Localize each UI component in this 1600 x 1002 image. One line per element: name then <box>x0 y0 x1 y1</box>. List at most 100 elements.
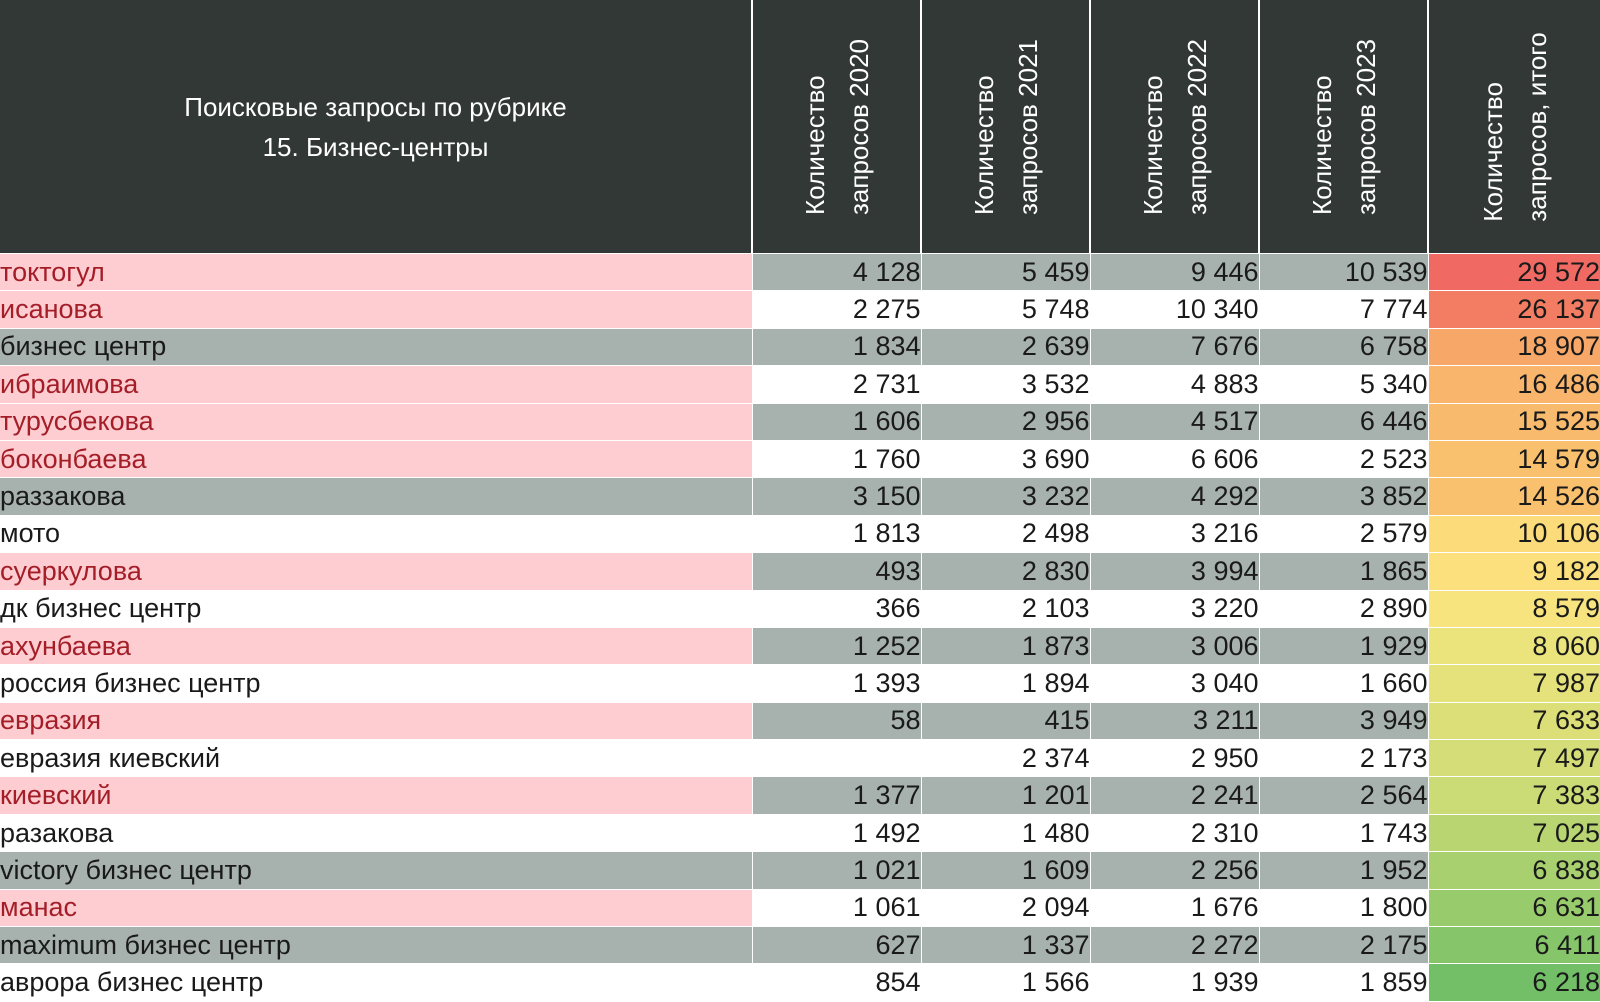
value-cell-2021: 1 566 <box>920 963 1090 1002</box>
value-cell-2020: 1 021 <box>751 851 921 890</box>
value-cell-2022: 7 676 <box>1089 327 1259 367</box>
table-row: аврора бизнес центр 854 1 566 1 939 1 859 6 2… <box>0 963 1600 1002</box>
table-row: турусбекова 1 606 2 956 4 517 6 446 15 525 <box>0 402 1600 441</box>
value-cell-2020: 1 834 <box>751 327 921 367</box>
table-row: киевский 1 377 1 201 2 241 2 564 7 383 <box>0 776 1600 815</box>
value-cell-2023: 1 743 <box>1258 813 1428 853</box>
total-cell: 7 383 <box>1427 776 1600 815</box>
value-cell-2022: 4 292 <box>1089 477 1259 516</box>
value-cell-2020: 3 150 <box>751 477 921 516</box>
row-name-cell: бизнес центр <box>0 327 752 367</box>
value-cell-2023: 3 852 <box>1258 477 1428 516</box>
value-cell-2020: 1 813 <box>751 514 921 554</box>
value-cell-2023: 1 800 <box>1258 888 1428 928</box>
column-header-2020: Количество запросов 2020 <box>751 0 921 254</box>
value-cell-2020: 1 252 <box>751 626 921 666</box>
value-cell-2020: 1 377 <box>751 776 921 815</box>
title-line-1: Поисковые запросы по рубрике <box>184 91 567 122</box>
table-row: ахунбаева 1 252 1 873 3 006 1 929 8 060 <box>0 626 1600 666</box>
value-cell-2022: 3 006 <box>1089 626 1259 666</box>
table-row: дк бизнес центр 366 2 103 3 220 2 890 8 579 <box>0 589 1600 628</box>
row-name-cell: киевский <box>0 776 752 815</box>
value-cell-2020: 1 061 <box>751 888 921 928</box>
value-cell-2022: 2 256 <box>1089 851 1259 890</box>
title-line-2: 15. Бизнес-центры <box>262 131 489 162</box>
value-cell-2021: 1 609 <box>920 851 1090 890</box>
column-header-2022: Количество запросов 2022 <box>1089 0 1259 254</box>
column-header-2023: Количество запросов 2023 <box>1258 0 1428 254</box>
value-cell-2023: 5 340 <box>1258 365 1428 404</box>
row-name-cell: евразия киевский <box>0 739 752 778</box>
value-cell-2022: 1 939 <box>1089 963 1259 1002</box>
value-cell-2023: 2 173 <box>1258 739 1428 778</box>
value-cell-2020: 4 128 <box>751 252 921 292</box>
row-name-cell: турусбекова <box>0 402 752 441</box>
value-cell-2022: 4 517 <box>1089 402 1259 441</box>
total-cell: 18 907 <box>1427 327 1600 367</box>
value-cell-2020 <box>751 739 921 778</box>
value-cell-2021: 1 894 <box>920 664 1090 703</box>
value-cell-2021: 2 956 <box>920 402 1090 441</box>
value-cell-2023: 2 890 <box>1258 589 1428 628</box>
row-name-cell: victory бизнес центр <box>0 851 752 890</box>
table-row: victory бизнес центр 1 021 1 609 2 256 1 952… <box>0 851 1600 890</box>
table-row: исанова 2 275 5 748 10 340 7 774 26 137 <box>0 290 1600 329</box>
row-name-cell: ахунбаева <box>0 626 752 666</box>
value-cell-2022: 10 340 <box>1089 290 1259 329</box>
value-cell-2022: 9 446 <box>1089 252 1259 292</box>
table-row: евразия 58 415 3 211 3 949 7 633 <box>0 701 1600 741</box>
value-cell-2020: 1 760 <box>751 439 921 479</box>
total-cell: 8 579 <box>1427 589 1600 628</box>
value-cell-2023: 1 859 <box>1258 963 1428 1002</box>
table-row: мото 1 813 2 498 3 216 2 579 10 106 <box>0 514 1600 554</box>
value-cell-2022: 3 220 <box>1089 589 1259 628</box>
value-cell-2020: 2 275 <box>751 290 921 329</box>
row-name-cell: разакова <box>0 813 752 853</box>
column-header-2022-line-2: запросов 2022 <box>1181 38 1212 215</box>
value-cell-2022: 2 272 <box>1089 926 1259 965</box>
value-cell-2020: 58 <box>751 701 921 741</box>
value-cell-2021: 415 <box>920 701 1090 741</box>
value-cell-2022: 2 241 <box>1089 776 1259 815</box>
row-name-cell: ибраимова <box>0 365 752 404</box>
column-header-2020-line-1: Количество <box>799 74 830 215</box>
total-cell: 10 106 <box>1427 514 1600 554</box>
total-cell: 7 025 <box>1427 813 1600 853</box>
column-header-2021-line-2: запросов 2021 <box>1012 38 1043 215</box>
value-cell-2022: 2 950 <box>1089 739 1259 778</box>
total-cell: 15 525 <box>1427 402 1600 441</box>
value-cell-2023: 1 929 <box>1258 626 1428 666</box>
value-cell-2023: 1 952 <box>1258 851 1428 890</box>
value-cell-2022: 6 606 <box>1089 439 1259 479</box>
row-name-cell: россия бизнес центр <box>0 664 752 703</box>
value-cell-2021: 1 201 <box>920 776 1090 815</box>
value-cell-2020: 627 <box>751 926 921 965</box>
table-title: Поисковые запросы по рубрике 15. Бизнес-… <box>0 0 752 254</box>
table-row: разакова 1 492 1 480 2 310 1 743 7 025 <box>0 813 1600 853</box>
value-cell-2020: 493 <box>751 552 921 591</box>
value-cell-2023: 6 446 <box>1258 402 1428 441</box>
row-name-cell: исанова <box>0 290 752 329</box>
table-row: бизнес центр 1 834 2 639 7 676 6 758 18 907 <box>0 327 1600 367</box>
value-cell-2020: 854 <box>751 963 921 1002</box>
value-cell-2021: 2 094 <box>920 888 1090 928</box>
table-row: раззакова 3 150 3 232 4 292 3 852 14 526 <box>0 477 1600 516</box>
table-body: токтогул 4 128 5 459 9 446 10 539 29 572 исано… <box>0 252 1600 1002</box>
value-cell-2020: 2 731 <box>751 365 921 404</box>
value-cell-2021: 3 532 <box>920 365 1090 404</box>
row-name-cell: мото <box>0 514 752 554</box>
total-cell: 14 579 <box>1427 439 1600 479</box>
table-row: токтогул 4 128 5 459 9 446 10 539 29 572 <box>0 252 1600 292</box>
table-row: ибраимова 2 731 3 532 4 883 5 340 16 486 <box>0 365 1600 404</box>
total-cell: 6 218 <box>1427 963 1600 1002</box>
header-row: Поисковые запросы по рубрике 15. Бизнес-… <box>0 0 1600 254</box>
value-cell-2020: 366 <box>751 589 921 628</box>
value-cell-2021: 1 873 <box>920 626 1090 666</box>
table-row: maximum бизнес центр 627 1 337 2 272 2 175 6 … <box>0 926 1600 965</box>
value-cell-2021: 2 498 <box>920 514 1090 554</box>
column-header-2023-line-1: Количество <box>1306 74 1337 215</box>
column-header-2022-line-1: Количество <box>1137 74 1168 215</box>
value-cell-2023: 2 579 <box>1258 514 1428 554</box>
column-header-2021-line-1: Количество <box>968 74 999 215</box>
row-name-cell: аврора бизнес центр <box>0 963 752 1002</box>
